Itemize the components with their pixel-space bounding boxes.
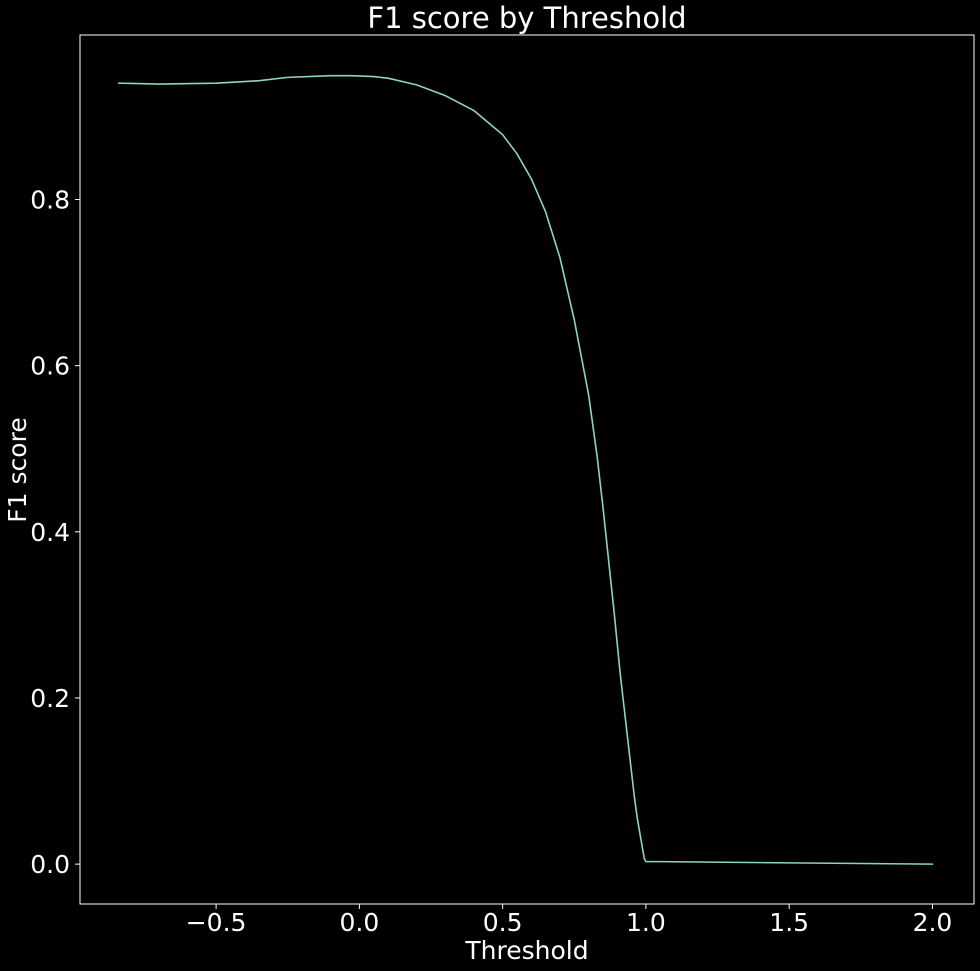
x-tick-label: 1.5 (769, 908, 809, 937)
y-tick-label: 0.8 (30, 185, 70, 214)
x-tick-label: 1.0 (626, 908, 666, 937)
x-axis-label: Threshold (464, 936, 588, 965)
plot-frame (79, 34, 975, 905)
plot-area: −0.5 0.0 0.5 1.0 1.5 2.0 0.0 0.2 0.4 0.6 0.8 (30, 34, 975, 937)
series-layer (117, 74, 934, 865)
x-tick-label: 0.5 (483, 908, 523, 937)
x-tick-label: 2.0 (913, 908, 953, 937)
x-tick-label: −0.5 (186, 908, 247, 937)
x-axis: −0.5 0.0 0.5 1.0 1.5 2.0 (186, 904, 953, 937)
y-tick-label: 0.0 (30, 850, 70, 879)
y-tick-label: 0.4 (30, 518, 70, 547)
chart-title: F1 score by Threshold (367, 1, 686, 35)
y-tick-label: 0.2 (30, 684, 70, 713)
y-axis-label: F1 score (3, 417, 32, 522)
x-tick-label: 0.0 (339, 908, 379, 937)
f1-score-line (117, 74, 934, 865)
y-tick-label: 0.6 (30, 352, 70, 381)
y-axis: 0.0 0.2 0.4 0.6 0.8 (30, 185, 80, 879)
